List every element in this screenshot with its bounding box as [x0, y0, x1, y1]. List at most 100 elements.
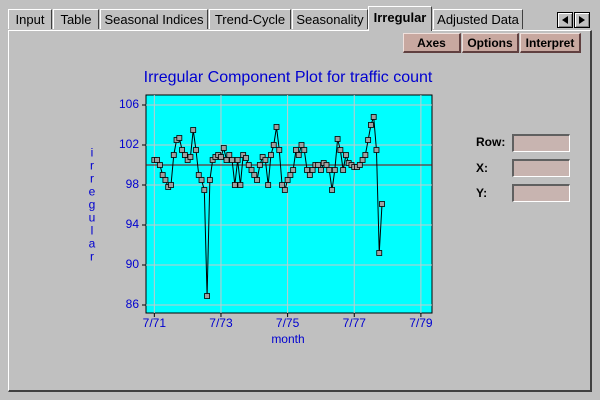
- data-point: [256, 162, 263, 168]
- data-point: [254, 177, 260, 183]
- button[interactable]: Interpret: [520, 33, 581, 53]
- data-point: [318, 167, 324, 173]
- data-point: [326, 167, 333, 173]
- x-tick-label: 7/79: [409, 316, 433, 330]
- data-point: [365, 137, 372, 143]
- tab[interactable]: Table: [53, 9, 99, 29]
- field-label: Y:: [476, 186, 488, 200]
- data-point: [309, 167, 316, 173]
- data-point: [373, 147, 380, 153]
- data-point: [276, 147, 283, 153]
- data-point: [334, 136, 341, 142]
- data-point: [168, 182, 174, 188]
- data-point: [251, 172, 258, 178]
- data-point: [179, 147, 185, 153]
- data-point: [245, 162, 252, 168]
- data-point: [248, 167, 255, 173]
- data-point: [218, 154, 224, 160]
- field-box[interactable]: [512, 184, 570, 202]
- scroll-left[interactable]: [557, 12, 573, 28]
- tab[interactable]: Seasonal Indices: [100, 9, 208, 29]
- data-point: [193, 147, 199, 153]
- tab[interactable]: Adjusted Data: [433, 9, 523, 29]
- data-point: [201, 187, 208, 193]
- tab[interactable]: Trend-Cycle: [209, 9, 291, 29]
- y-tick-label: 98: [126, 177, 140, 191]
- data-point: [331, 167, 338, 173]
- data-point: [265, 182, 272, 188]
- y-tick-label: 86: [126, 297, 140, 311]
- data-point: [356, 162, 363, 168]
- data-point: [206, 177, 213, 183]
- data-point: [181, 152, 188, 158]
- data-point: [298, 142, 305, 148]
- x-tick-label: 7/71: [143, 316, 167, 330]
- data-point: [284, 177, 291, 183]
- data-point: [176, 135, 183, 141]
- data-point: [306, 172, 313, 178]
- data-point: [329, 187, 335, 193]
- x-axis-label: month: [271, 332, 304, 346]
- y-axis-label: irregular: [85, 146, 99, 263]
- data-point: [270, 142, 277, 148]
- data-point: [159, 172, 166, 178]
- data-point: [229, 157, 235, 163]
- tab[interactable]: Seasonality: [292, 9, 368, 29]
- data-point: [293, 147, 299, 153]
- y-tick-label: 90: [126, 257, 140, 271]
- data-point: [337, 147, 344, 153]
- data-point: [301, 147, 308, 153]
- data-point: [359, 157, 366, 163]
- data-point: [195, 172, 202, 178]
- data-point: [220, 145, 227, 151]
- data-point: [273, 124, 280, 130]
- y-tick-label: 106: [119, 97, 139, 111]
- data-point: [170, 152, 177, 158]
- y-tick-label: 102: [119, 137, 139, 151]
- data-point: [379, 201, 385, 207]
- arrow-icon: [562, 16, 568, 24]
- data-point: [190, 127, 197, 133]
- data-point: [154, 157, 161, 163]
- data-point: [376, 250, 383, 256]
- data-point: [156, 162, 163, 168]
- chart: Irregular Component Plot for traffic cou…: [85, 69, 433, 346]
- data-point: [162, 177, 169, 183]
- data-point: [290, 167, 297, 173]
- data-point: [362, 152, 369, 158]
- data-point: [295, 152, 302, 158]
- data-point: [368, 122, 374, 128]
- field-label: Row:: [476, 135, 506, 149]
- data-point: [231, 182, 238, 188]
- data-point: [262, 157, 269, 163]
- field-box[interactable]: [512, 159, 570, 177]
- tab[interactable]: Irregular: [368, 6, 432, 31]
- chart-title: Irregular Component Plot for traffic cou…: [144, 69, 433, 86]
- field-box[interactable]: [512, 134, 570, 152]
- data-point: [281, 187, 288, 193]
- x-tick-label: 7/73: [209, 316, 233, 330]
- data-point: [343, 152, 349, 158]
- x-tick-label: 7/75: [276, 316, 300, 330]
- plot-area: [145, 94, 433, 314]
- data-point: [370, 114, 377, 120]
- button[interactable]: Options: [462, 33, 519, 53]
- field-label: X:: [476, 161, 488, 175]
- data-point: [243, 155, 249, 161]
- data-point: [226, 152, 233, 158]
- data-point: [287, 172, 294, 178]
- data-point: [304, 167, 310, 173]
- button[interactable]: Axes: [403, 33, 461, 53]
- data-point: [315, 162, 322, 168]
- data-point: [279, 182, 285, 188]
- tab[interactable]: Input: [8, 9, 52, 29]
- y-tick-label: 94: [126, 217, 140, 231]
- data-point: [204, 293, 210, 299]
- arrow-icon: [579, 16, 585, 24]
- scroll-right[interactable]: [574, 12, 590, 28]
- data-point: [323, 162, 330, 168]
- data-point: [268, 152, 274, 158]
- data-point: [223, 157, 230, 163]
- data-point: [237, 182, 244, 188]
